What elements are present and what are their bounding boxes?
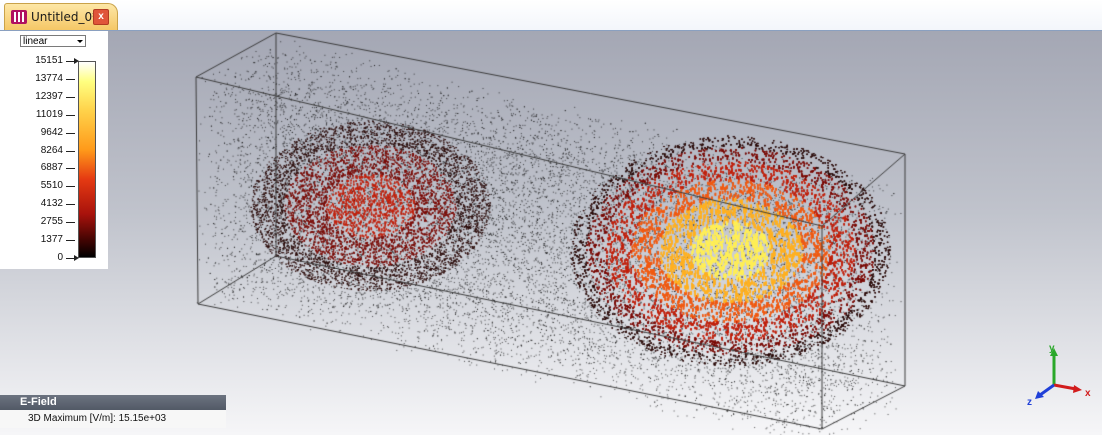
- colorbar-tick-label: 1377: [40, 234, 63, 246]
- z-axis-icon: [1039, 383, 1055, 397]
- colorbar-tick-mark: [66, 150, 75, 152]
- field-info-panel: E-Field 3D Maximum [V/m]: 15.15e+03: [0, 395, 226, 435]
- colorbar: [78, 61, 96, 258]
- x-axis-label: x: [1085, 388, 1091, 399]
- colorbar-tick-mark: [66, 240, 75, 242]
- colorbar-tick-label: 12397: [35, 90, 63, 102]
- 3d-viewport[interactable]: linear 15151 13774 12397 11019 9642 8264 6887 5…: [0, 31, 1102, 435]
- scale-type-select[interactable]: linear: [20, 35, 86, 47]
- chevron-down-icon: [77, 40, 83, 43]
- project-icon: [11, 10, 27, 24]
- colorbar-tick-label: 11019: [35, 108, 63, 120]
- y-axis-label: y: [1049, 343, 1055, 354]
- colorbar-tick-mark: [66, 168, 75, 170]
- colorbar-tick-label: 13774: [35, 72, 63, 84]
- colorbar-tick-mark: [66, 186, 75, 188]
- color-legend: linear 15151 13774 12397 11019 9642 8264 6887 5…: [0, 31, 108, 269]
- tab-title: Untitled_0*: [31, 10, 99, 24]
- colorbar-tick-mark: [66, 222, 75, 224]
- document-tab[interactable]: Untitled_0* x: [4, 3, 118, 30]
- close-icon[interactable]: x: [93, 9, 109, 25]
- colorbar-tick-label: 2755: [40, 216, 63, 228]
- colorbar-tick-mark: [66, 114, 75, 116]
- colorbar-tick-mark: [66, 96, 75, 98]
- colorbar-tick-label: 9642: [40, 126, 63, 138]
- field-info-title: E-Field: [0, 395, 226, 410]
- colorbar-tick-mark: [66, 132, 75, 134]
- colorbar-tick-label: 8264: [40, 144, 63, 156]
- x-axis-icon: [1053, 383, 1077, 391]
- colorbar-tick-label: 0: [57, 252, 63, 263]
- colorbar-tick-label: 15151: [35, 55, 63, 66]
- colorbar-tick-mark: [66, 78, 75, 80]
- z-axis-label: z: [1027, 397, 1032, 408]
- colorbar-tick-label: 5510: [40, 180, 63, 192]
- document-tab-bar: Untitled_0* x: [0, 0, 1102, 31]
- colorbar-tick-label: 6887: [40, 162, 63, 174]
- field-maximum: 3D Maximum [V/m]: 15.15e+03: [0, 410, 226, 428]
- colorbar-tick-mark: [66, 204, 75, 206]
- e-field-arrow-plot: [0, 31, 1102, 435]
- axis-triad: y x z: [1027, 343, 1091, 408]
- colorbar-tick-mark: [66, 58, 79, 64]
- colorbar-tick-label: 4132: [40, 198, 63, 210]
- colorbar-tick-mark: [66, 255, 79, 261]
- scale-type-value: linear: [23, 36, 48, 47]
